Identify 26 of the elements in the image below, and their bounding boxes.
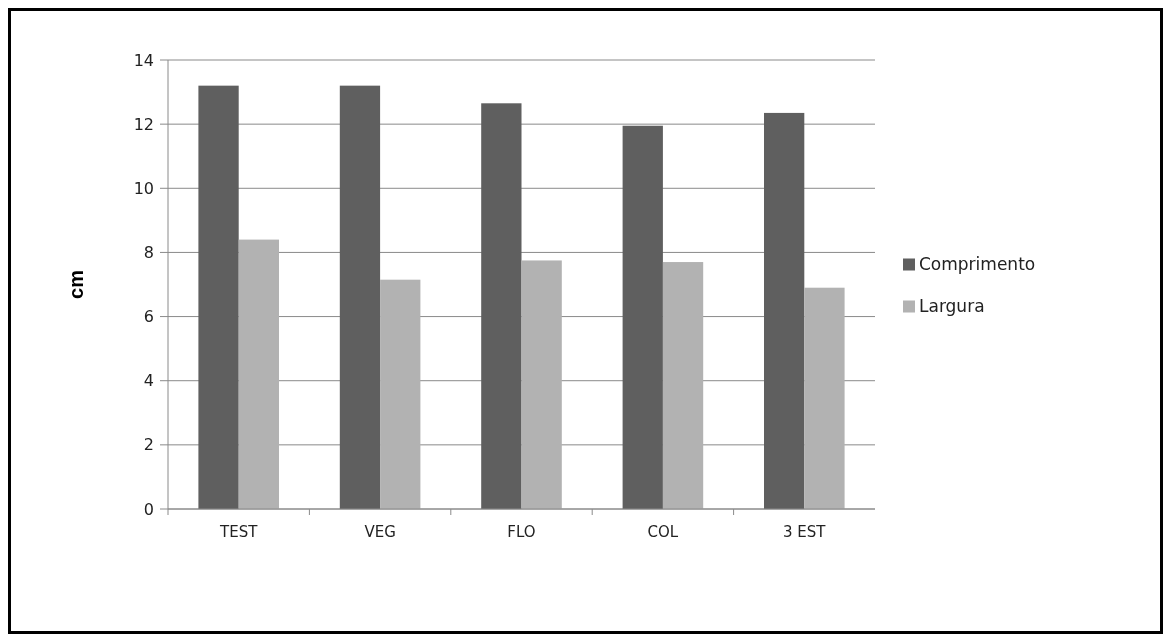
y-tick-label: 8: [143, 243, 154, 263]
x-tick-label: TEST: [219, 523, 259, 541]
bar: [481, 103, 522, 509]
y-axis-title: cm: [65, 270, 87, 299]
bar: [198, 85, 239, 509]
bar: [380, 279, 421, 509]
bar: [804, 287, 845, 509]
bar: [764, 112, 805, 509]
x-tick-label: FLO: [507, 523, 536, 541]
y-tick-label: 12: [133, 114, 154, 134]
x-tick-label: VEG: [364, 523, 396, 541]
legend-label: Comprimento: [919, 254, 1036, 275]
y-tick-label: 2: [143, 435, 154, 455]
y-tick-label: 14: [133, 50, 154, 70]
y-tick-label: 0: [143, 499, 154, 519]
y-tick-label: 6: [143, 307, 154, 327]
bar: [521, 260, 562, 509]
bar: [662, 262, 704, 509]
x-tick-label: 3 EST: [783, 523, 827, 541]
bar: [622, 125, 663, 509]
x-tick-label: COL: [647, 523, 679, 541]
y-tick-label: 4: [143, 371, 154, 391]
y-tick-label: 10: [133, 178, 154, 198]
bar: [339, 85, 381, 509]
bar: [238, 239, 279, 509]
legend-label: Largura: [919, 296, 985, 317]
